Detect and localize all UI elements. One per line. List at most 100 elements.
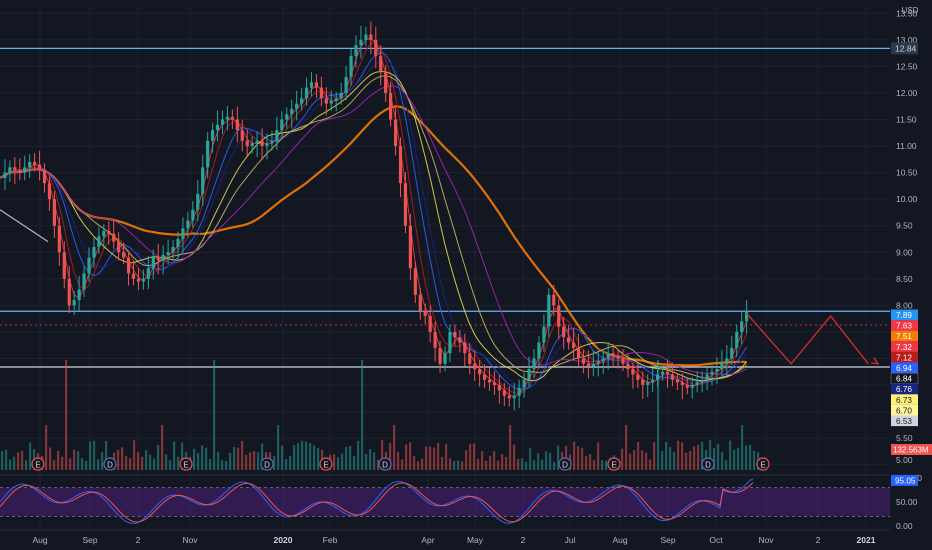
candle-body (126, 257, 131, 274)
volume-bar (1, 451, 4, 470)
candle-body (309, 82, 314, 88)
price-tick-label: 5.50 (896, 433, 913, 443)
volume-bar (49, 447, 52, 470)
volume-bar (405, 444, 408, 470)
candle-body (463, 342, 467, 354)
price-label-box (891, 341, 918, 352)
volume-bar (409, 442, 412, 470)
candle-body (13, 167, 17, 170)
volume-bar (313, 445, 316, 470)
candle-body (77, 289, 81, 301)
candle-body (443, 353, 447, 364)
time-axis[interactable]: Aug Sep 2 Nov 2020 Feb Apr May 2 Jul Aug Sep Oct Nov 2… (0, 529, 890, 545)
price-axis[interactable]: USD5.506.006.507.007.508.008.509.009.501… (890, 0, 932, 550)
volume-bar (45, 425, 48, 470)
event-circle (378, 457, 392, 471)
candle-body (393, 119, 398, 147)
oscillator-label-box (891, 474, 918, 486)
volume-bar (317, 447, 320, 470)
volume-bar (245, 454, 248, 470)
volume-bar (125, 455, 128, 470)
event-marker: E (31, 457, 45, 471)
volume-bar (369, 449, 372, 470)
volume-bar (165, 454, 168, 470)
volume-bar (721, 452, 724, 470)
candle-body (581, 358, 586, 364)
price-tick-label: 12.50 (896, 61, 918, 71)
candle-body (191, 209, 195, 221)
volume-bar (521, 458, 524, 470)
volume-bar (53, 460, 56, 470)
volume-bar (489, 455, 492, 470)
candle-body (92, 246, 96, 258)
volume-bar (249, 452, 252, 470)
price-tick-label: 10.00 (896, 194, 918, 204)
time-tick-label: May (467, 535, 484, 545)
candle-body (67, 278, 71, 306)
volume-bar (513, 444, 516, 470)
volume-label-text: 132.563M (893, 446, 929, 455)
event-letter: E (760, 461, 765, 470)
time-tick-label: Nov (182, 535, 198, 545)
volume-bar (453, 461, 456, 470)
event-letter: D (107, 461, 113, 470)
price-label-box (891, 320, 918, 331)
candle-body (369, 34, 373, 40)
candle-body (745, 311, 749, 322)
candle-body (166, 252, 170, 255)
volume-bar (373, 452, 376, 470)
volume-bar (241, 440, 244, 470)
time-tick-label: 2021 (857, 535, 876, 545)
price-tick-label: 11.50 (896, 115, 917, 125)
price-label-text: 7.51 (896, 332, 912, 341)
volume-bar (753, 450, 756, 470)
price-tick-label: 10.50 (896, 168, 918, 178)
volume-bar (157, 444, 160, 470)
volume-bar (473, 443, 476, 470)
volume-bar (441, 456, 444, 470)
candle-body (527, 369, 531, 380)
volume-bar (201, 445, 204, 470)
volume-bar (341, 453, 344, 470)
volume-bar (93, 440, 96, 470)
candle-body (403, 183, 408, 226)
volume-bar (209, 459, 212, 470)
volume-bar (281, 445, 284, 470)
moving-average-line (0, 85, 747, 376)
volume-bar (573, 441, 576, 470)
volume-bar (345, 446, 348, 470)
event-marker: E (607, 457, 621, 471)
volume-bar (277, 425, 280, 470)
projection-zigzag[interactable] (746, 312, 880, 365)
time-tick-label: 2020 (274, 535, 293, 545)
volume-bar (305, 441, 308, 470)
candle-body (492, 382, 497, 386)
candle-body (453, 331, 457, 338)
volume-bar (365, 454, 368, 470)
candle-body (730, 347, 734, 359)
candle-body (107, 231, 111, 234)
candle-body (413, 268, 417, 295)
volume-bar (97, 459, 100, 470)
candle-body (700, 379, 704, 383)
volume-bar (21, 450, 24, 470)
volume-bar (653, 442, 656, 470)
candle-body (37, 164, 42, 170)
candle-body (304, 87, 309, 99)
volume-bar (449, 458, 452, 470)
volume-bar (121, 447, 124, 470)
volume-bar (69, 458, 72, 470)
volume-bar (429, 446, 432, 470)
volume-bar (217, 452, 220, 470)
oscillator-k-line (0, 478, 754, 524)
price-label-text: 7.63 (896, 322, 912, 331)
candle-body (176, 239, 180, 247)
event-marker: D (378, 457, 392, 471)
volume-bar (261, 443, 264, 470)
candle-body (215, 124, 220, 131)
volume-bar (625, 425, 628, 470)
price-candles[interactable] (0, 21, 749, 411)
volume-bar (357, 440, 360, 470)
